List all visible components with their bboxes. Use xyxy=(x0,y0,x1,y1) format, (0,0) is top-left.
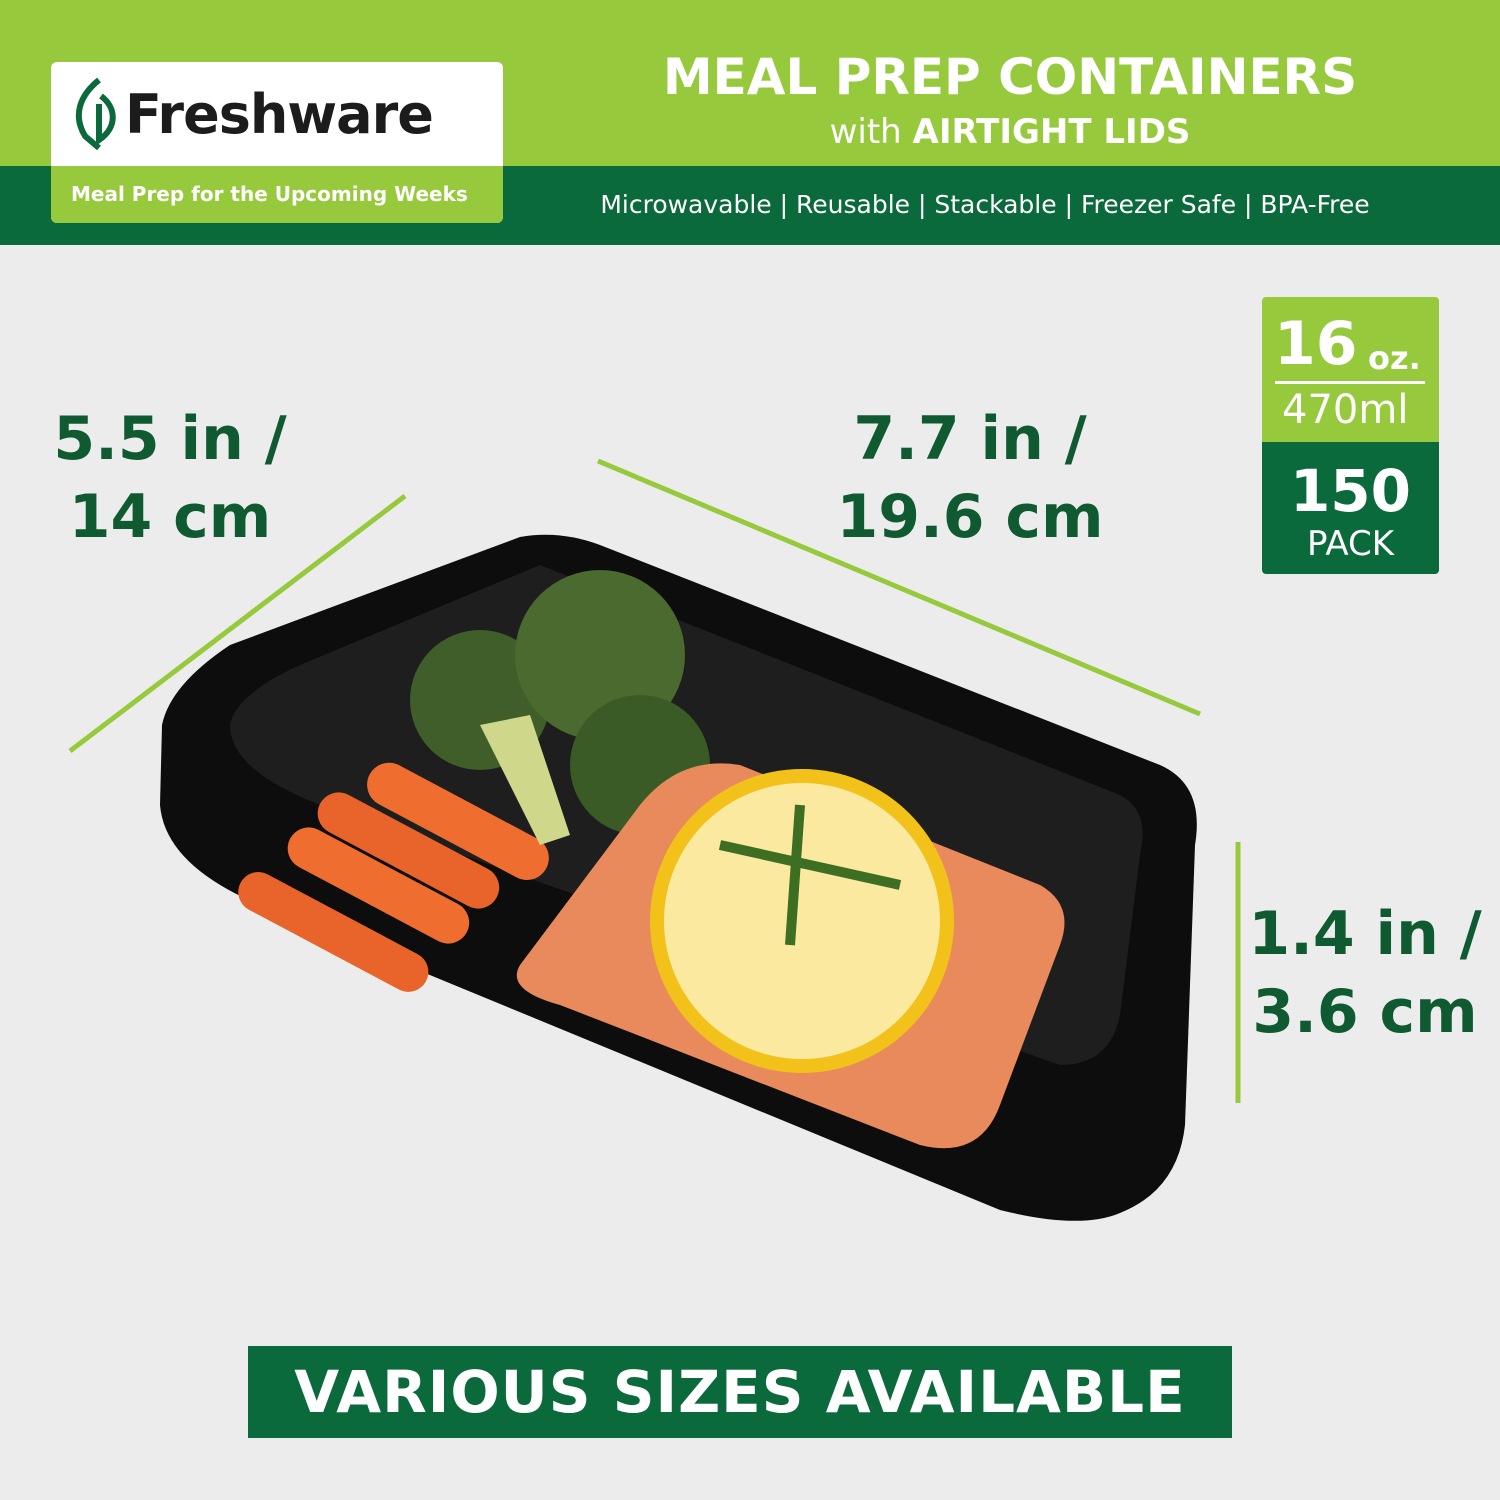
brand-name: Freshware xyxy=(125,82,434,146)
capacity-unit: oz. xyxy=(1368,339,1421,377)
pack-count: 150 xyxy=(1289,457,1412,525)
height-metric: 3.6 cm xyxy=(1252,977,1478,1047)
badge-divider xyxy=(1275,381,1425,384)
length-dimension-line xyxy=(597,458,1201,717)
product-illustration xyxy=(68,458,1241,1221)
brand-tagline: Meal Prep for the Upcoming Weeks xyxy=(51,166,503,223)
width-dimension-label: 5.5 in / 14 cm xyxy=(40,400,300,556)
metric-unit: ml xyxy=(1358,387,1409,433)
product-subtitle: with AIRTIGHT LIDS xyxy=(560,112,1460,152)
length-dimension-label: 7.7 in / 19.6 cm xyxy=(820,400,1120,556)
subtitle-bold: AIRTIGHT LIDS xyxy=(912,112,1191,152)
various-sizes-banner: VARIOUS SIZES AVAILABLE xyxy=(248,1346,1232,1438)
capacity-pack-badge: 16 oz. 470ml 150 PACK xyxy=(1262,297,1439,574)
width-dimension-line xyxy=(68,494,407,753)
length-imperial: 7.7 in / xyxy=(853,404,1087,474)
metric-capacity: 470ml xyxy=(1282,387,1408,433)
product-title: MEAL PREP CONTAINERS xyxy=(662,48,1358,106)
width-imperial: 5.5 in / xyxy=(53,404,287,474)
carrots xyxy=(238,762,549,992)
leaf-icon xyxy=(75,77,116,151)
subtitle-prefix: with xyxy=(829,112,902,152)
lemon-slice xyxy=(650,769,954,1073)
feature-list: Microwavable | Reusable | Stackable | Fr… xyxy=(600,190,1370,219)
width-metric: 14 cm xyxy=(68,482,272,552)
height-imperial: 1.4 in / xyxy=(1248,899,1482,969)
capacity-value: 16 xyxy=(1274,309,1358,379)
pack-label: PACK xyxy=(1306,524,1395,564)
length-metric: 19.6 cm xyxy=(836,482,1104,552)
brand-logo: Freshware ® Meal Prep for the Upcoming W… xyxy=(51,62,503,223)
height-dimension-label: 1.4 in / 3.6 cm xyxy=(1245,895,1485,1051)
metric-value: 470 xyxy=(1282,387,1359,433)
